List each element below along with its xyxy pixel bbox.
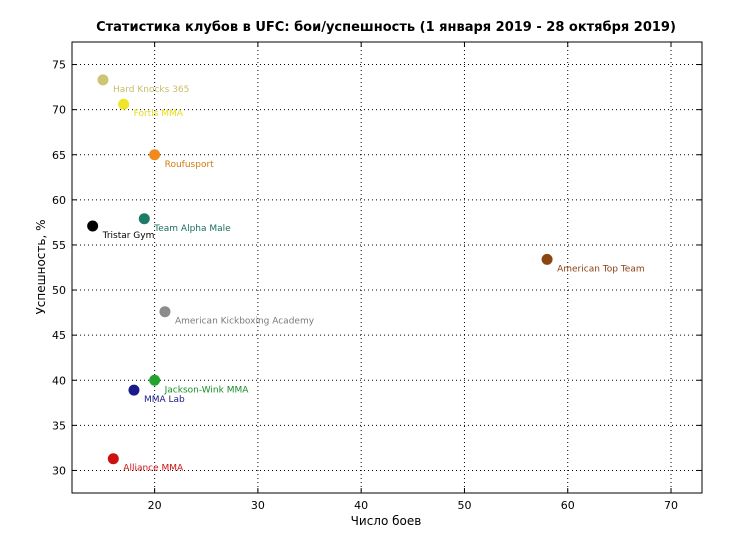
y-tick-label: 40	[52, 374, 66, 387]
data-points: Hard Knocks 365 Fortis MMA Roufusport Team …	[87, 74, 645, 474]
point-label: Hard Knocks 365	[113, 85, 189, 95]
plot-frame	[71, 41, 703, 494]
point-label: American Kickboxing Academy	[175, 317, 315, 327]
data-point	[128, 384, 140, 396]
y-tick-label: 60	[52, 194, 66, 207]
data-point	[149, 374, 161, 386]
x-tick-label: 50	[457, 499, 471, 512]
y-axis-ticks: 30 35 40 45 50 55 60 65 70 75	[52, 59, 702, 477]
y-tick-label: 70	[52, 104, 66, 117]
data-point	[138, 213, 150, 225]
data-point	[541, 253, 553, 265]
data-point	[149, 149, 161, 161]
x-tick-label: 70	[664, 499, 678, 512]
point-label: Alliance MMA	[123, 464, 184, 474]
point-label: MMA Lab	[144, 395, 185, 405]
x-axis-ticks: 20 30 40 50 60 70	[148, 42, 678, 512]
x-tick-label: 60	[561, 499, 575, 512]
point-label: Jackson-Wink MMA	[164, 385, 250, 395]
point-label: Team Alpha Male	[153, 224, 231, 234]
x-tick-label: 30	[251, 499, 265, 512]
y-tick-label: 65	[52, 149, 66, 162]
x-axis-label: Число боев	[351, 514, 422, 528]
y-tick-label: 75	[52, 59, 66, 72]
point-label: Roufusport	[165, 160, 215, 170]
y-tick-label: 45	[52, 329, 66, 342]
data-point	[87, 220, 99, 232]
y-tick-label: 35	[52, 419, 66, 432]
point-label: Fortis MMA	[134, 109, 184, 119]
data-point	[107, 453, 119, 465]
chart-title: Статистика клубов в UFC: бои/успешность …	[96, 20, 676, 35]
y-tick-label: 30	[52, 464, 66, 477]
point-label: American Top Team	[557, 264, 645, 274]
data-point	[97, 74, 109, 86]
y-tick-label: 50	[52, 284, 66, 297]
grid-lines	[72, 42, 702, 493]
data-point	[118, 98, 130, 110]
y-axis-label: Успешность, %	[34, 220, 48, 315]
x-tick-label: 40	[354, 499, 368, 512]
data-point	[159, 306, 171, 318]
point-label: Tristar Gym	[102, 231, 155, 241]
x-tick-label: 20	[148, 499, 162, 512]
y-tick-label: 55	[52, 239, 66, 252]
